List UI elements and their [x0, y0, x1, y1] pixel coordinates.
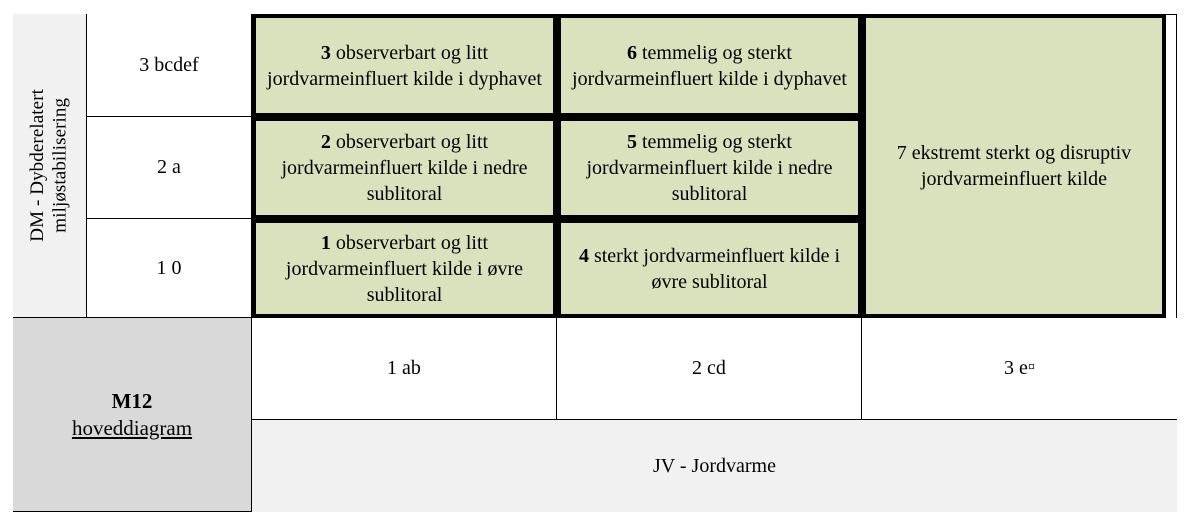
- matrix-cell-4-content: 4 sterkt jordvarmeinfluert kilde i øvre …: [569, 243, 850, 295]
- matrix-cell-2-text: observerbart og litt jordvarmeinfluert k…: [281, 131, 528, 205]
- x-axis-tick-2: 2 cd: [557, 318, 862, 420]
- matrix-cell-5-text: temmelig og sterkt jordvarmeinfluert kil…: [586, 131, 833, 205]
- matrix-cell-1-content: 1 observerbart og litt jordvarmeinfluert…: [264, 230, 545, 308]
- y-axis-tick-2-label: 2 a: [157, 156, 181, 178]
- matrix-cell-3[interactable]: 3 observerbart og litt jordvarmeinfluert…: [252, 14, 557, 117]
- x-axis-tick-3-label: 3 e: [1004, 357, 1028, 379]
- x-axis-tick-1: 1 ab: [252, 318, 557, 420]
- matrix-cell-6-number: 6: [627, 41, 637, 64]
- y-axis-label-cell: DM - Dybderelatert miljøstabilisering: [13, 14, 87, 318]
- x-axis-label-cell: JV - Jordvarme: [252, 420, 1177, 512]
- y-axis-tick-3: 3 bcdef: [87, 14, 252, 117]
- x-axis-tick-1-label: 1 ab: [387, 357, 421, 379]
- x-axis-tick-3-suffix: ¤: [1027, 359, 1035, 375]
- matrix-cell-7-text: ekstremt sterkt og disruptiv jordvarmein…: [906, 142, 1132, 190]
- matrix-cell-1[interactable]: 1 observerbart og litt jordvarmeinfluert…: [252, 219, 557, 318]
- matrix-cell-2[interactable]: 2 observerbart og litt jordvarmeinfluert…: [252, 117, 557, 219]
- matrix-cell-6[interactable]: 6 temmelig og sterkt jordvarmeinfluert k…: [557, 14, 862, 117]
- matrix-cell-2-content: 2 observerbart og litt jordvarmeinfluert…: [264, 129, 545, 207]
- matrix-cell-6-content: 6 temmelig og sterkt jordvarmeinfluert k…: [569, 40, 850, 92]
- x-axis-tick-2-label: 2 cd: [692, 357, 726, 379]
- matrix-cell-7-content: 7 ekstremt sterkt og disruptiv jordvarme…: [874, 140, 1154, 192]
- diagram-subtitle: hoveddiagram: [71, 415, 193, 440]
- matrix-cell-4-text: sterkt jordvarmeinfluert kilde i øvre su…: [588, 244, 841, 293]
- matrix-cell-5-content: 5 temmelig og sterkt jordvarmeinfluert k…: [569, 129, 850, 207]
- matrix-cell-1-text: observerbart og litt jordvarmeinfluert k…: [285, 231, 524, 306]
- matrix-cell-4[interactable]: 4 sterkt jordvarmeinfluert kilde i øvre …: [557, 219, 862, 318]
- y-axis-tick-1-label: 1 0: [156, 256, 182, 279]
- matrix-cell-5-number: 5: [627, 131, 637, 153]
- matrix-cell-3-content: 3 observerbart og litt jordvarmeinfluert…: [264, 40, 545, 92]
- matrix-cell-7-number: 7: [896, 142, 907, 164]
- matrix-cell-6-text: temmelig og sterkt jordvarmeinfluert kil…: [572, 41, 847, 90]
- y-axis-tick-3-label: 3 bcdef: [139, 53, 199, 76]
- y-axis-tick-1: 1 0: [87, 219, 252, 318]
- matrix-cell-4-number: 4: [578, 244, 589, 267]
- matrix-cell-7[interactable]: 7 ekstremt sterkt og disruptiv jordvarme…: [862, 14, 1166, 318]
- y-axis-label-text: DM - Dybderelatert miljøstabilisering: [27, 89, 71, 242]
- diagram-code: M12: [111, 388, 153, 413]
- y-axis-tick-2: 2 a: [87, 117, 252, 219]
- matrix-cell-3-text: observerbart og litt jordvarmeinfluert k…: [267, 41, 542, 90]
- matrix-cell-5[interactable]: 5 temmelig og sterkt jordvarmeinfluert k…: [557, 117, 862, 219]
- matrix-cell-3-number: 3: [320, 41, 331, 64]
- diagram-code-cell: M12 hoveddiagram: [13, 318, 252, 512]
- x-axis-label-text: JV - Jordvarme: [653, 454, 776, 477]
- matrix-cell-2-number: 2: [320, 131, 331, 153]
- matrix-cell-1-number: 1: [320, 231, 331, 254]
- x-axis-tick-3: 3 e ¤: [862, 318, 1177, 420]
